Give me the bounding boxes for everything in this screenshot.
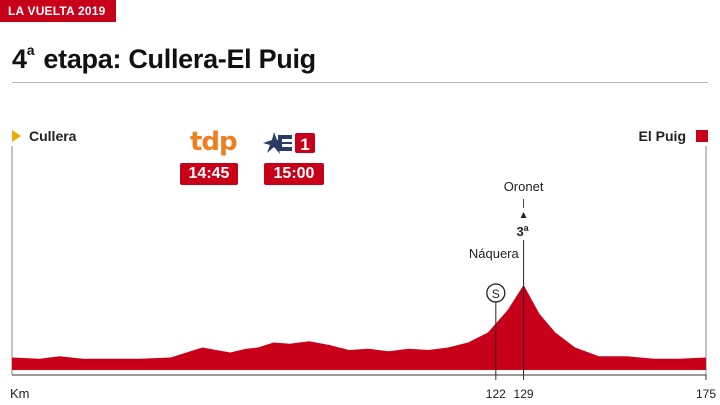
start-label: Cullera [12, 128, 76, 144]
sprint-symbol: S [492, 287, 500, 301]
start-city: Cullera [29, 128, 77, 144]
title-ordinal: a [26, 42, 35, 58]
finish-city: El Puig [638, 128, 686, 144]
climb-category-ordinal: a [524, 223, 530, 233]
climb-triangle-icon [520, 212, 527, 218]
title-divider [12, 82, 708, 83]
sprint-name: Náquera [469, 246, 520, 261]
start-triangle-icon [12, 130, 21, 142]
event-badge: LA VUELTA 2019 [0, 0, 116, 22]
climb-category-number: 3 [516, 224, 523, 239]
page-title: 4a etapa: Cullera-El Puig [12, 42, 316, 75]
annotations-layer: S Náquera Oronet 3a [469, 179, 544, 375]
sprint-circle-icon [486, 283, 506, 303]
finish-square-icon [696, 130, 708, 142]
climb-category: 3a [516, 223, 529, 239]
elevation-profile-area [12, 285, 706, 370]
finish-label: El Puig [639, 128, 708, 144]
tve-time: 15:00 [264, 163, 324, 185]
annotation-climb: Oronet 3a [504, 179, 544, 375]
x-tick-label-175: 175 [696, 387, 716, 401]
x-tick-label-122: 122 [486, 387, 506, 401]
tve-channel-number: 1 [300, 135, 309, 154]
x-axis-label: Km [10, 386, 30, 401]
climb-name: Oronet [504, 179, 544, 194]
x-axis-ticks: 122 129 175 [486, 375, 716, 401]
tdp-time: 14:45 [180, 163, 238, 185]
tve-star-icon [263, 132, 286, 154]
title-stage-number: 4 [12, 44, 27, 74]
tdp-logo: tdp [190, 127, 238, 157]
tve1-logo: 1 [263, 132, 315, 154]
title-text: etapa: Cullera-El Puig [36, 44, 316, 74]
annotation-sprint: S Náquera [469, 246, 520, 375]
x-tick-label-129: 129 [514, 387, 534, 401]
